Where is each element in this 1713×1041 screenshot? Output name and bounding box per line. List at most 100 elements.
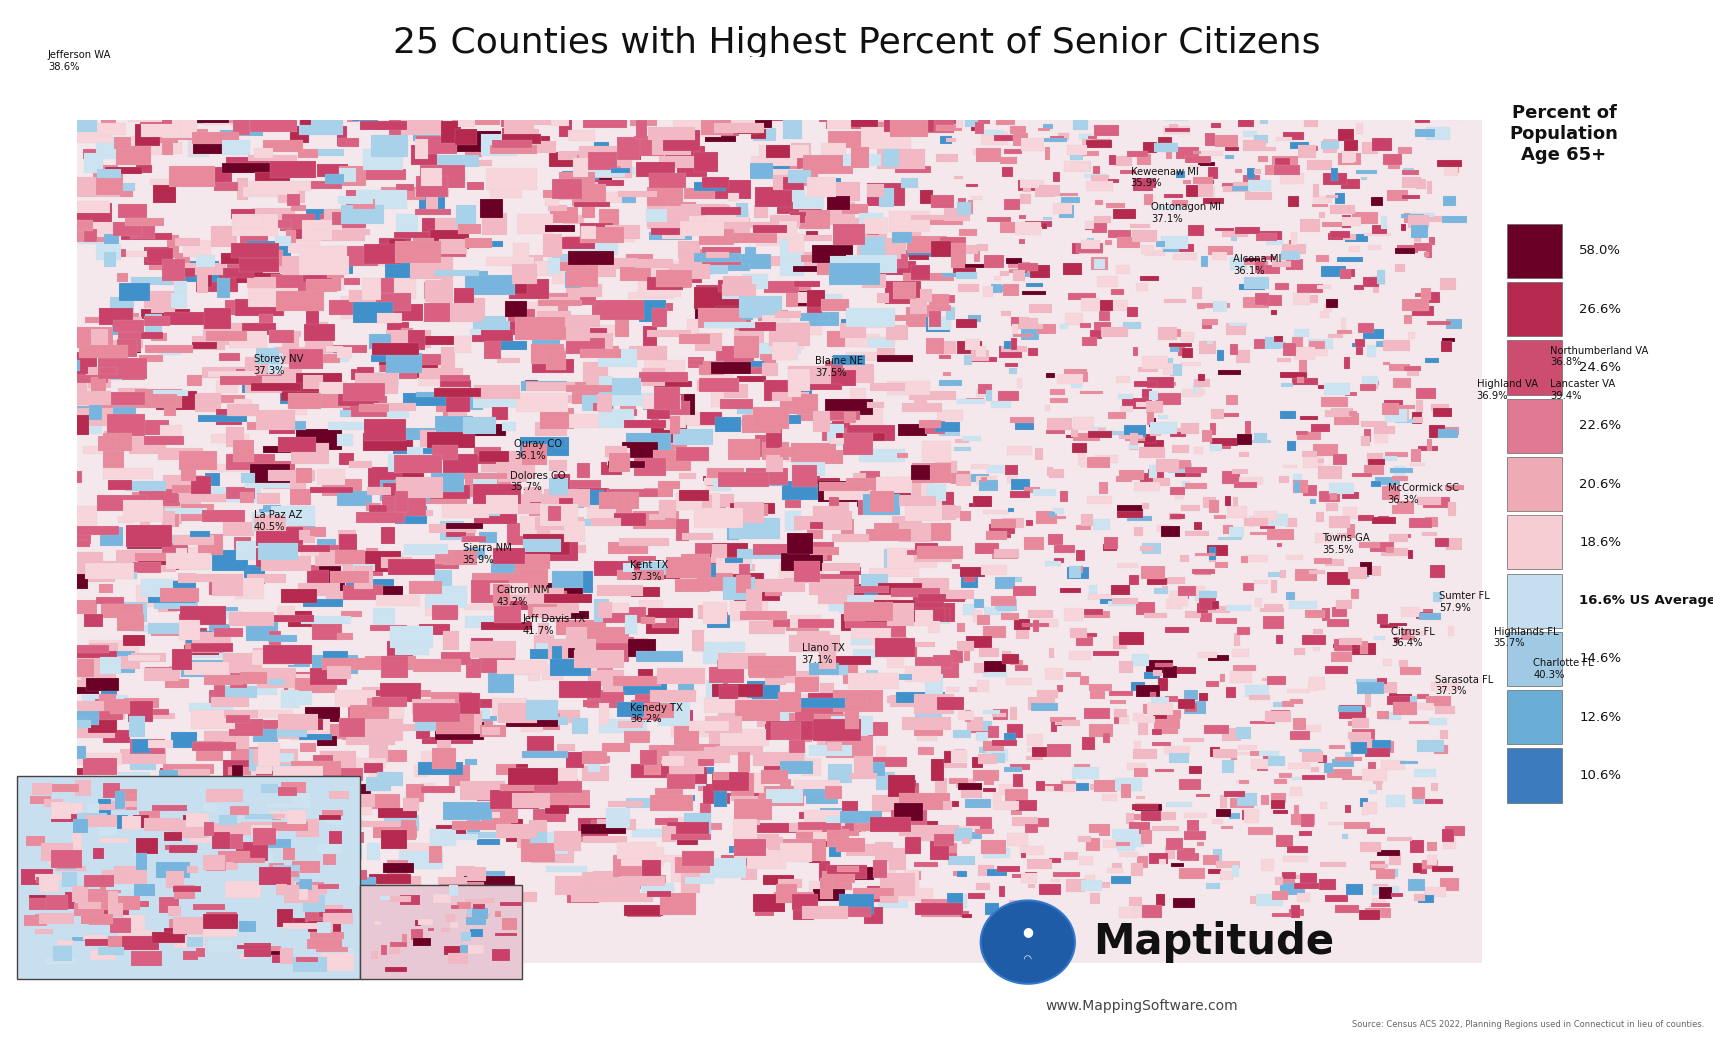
Bar [1062,198,1081,203]
Bar [1372,740,1391,752]
Bar [289,719,329,740]
Bar [1002,652,1011,660]
Bar [622,877,665,886]
Text: Llano TX
37.1%: Llano TX 37.1% [802,643,845,665]
Bar [1009,900,1016,907]
Bar [440,375,469,381]
Bar [103,467,152,479]
Bar [1108,179,1119,183]
Bar [269,536,315,542]
Bar [492,407,507,420]
Bar [946,843,958,853]
Bar [130,792,176,805]
Bar [413,660,461,671]
Bar [1384,345,1393,351]
Bar [827,424,845,447]
Bar [1021,328,1038,339]
Bar [1238,745,1257,751]
Bar [1141,543,1161,554]
Bar [1343,357,1350,370]
Bar [1507,515,1562,569]
Bar [958,711,973,720]
Bar [370,553,403,564]
Bar [1086,838,1100,850]
Bar [1043,137,1067,142]
Bar [1422,288,1432,300]
Bar [1240,780,1249,784]
Bar [1418,703,1434,710]
Bar [1367,829,1384,834]
Bar [754,407,788,429]
Bar [224,881,260,898]
Bar [228,404,259,415]
Bar [1175,459,1191,468]
Bar [1223,186,1250,193]
Bar [75,201,110,212]
Bar [33,695,69,703]
Bar [308,777,348,788]
Bar [714,311,747,325]
Bar [976,614,990,625]
Bar [461,527,475,542]
Bar [272,955,289,963]
Bar [19,880,55,900]
Bar [759,786,805,806]
Bar [480,532,497,543]
Bar [380,895,391,900]
Bar [648,222,695,229]
Bar [269,883,284,899]
Bar [548,506,560,520]
Bar [800,716,834,736]
Bar [230,868,262,882]
Bar [798,822,841,830]
Bar [1062,720,1079,726]
Bar [879,252,908,269]
Bar [759,146,809,167]
Bar [17,512,36,530]
Bar [298,583,339,594]
Bar [272,812,281,819]
Bar [403,459,435,469]
Bar [689,90,725,108]
Bar [642,402,682,410]
Bar [1067,145,1086,155]
Bar [1053,172,1060,181]
Bar [1134,90,1156,100]
Bar [144,315,170,327]
Bar [166,129,207,141]
Bar [478,99,516,115]
Bar [1353,718,1369,728]
Bar [1006,258,1021,263]
Bar [545,225,576,232]
Bar [529,820,546,833]
Bar [370,580,382,600]
Bar [699,229,735,246]
Bar [125,697,159,708]
Bar [603,393,654,406]
Bar [526,380,538,385]
Bar [435,219,475,230]
Bar [231,243,279,257]
Bar [1264,295,1283,306]
Bar [485,625,500,630]
Bar [1158,710,1180,719]
Bar [498,463,526,482]
Bar [716,563,743,570]
Bar [1086,224,1103,230]
Bar [985,904,999,915]
Bar [793,281,819,286]
Bar [113,362,146,380]
Bar [319,815,341,820]
Bar [259,313,272,323]
Bar [682,871,699,893]
Bar [1393,703,1417,715]
Bar [1095,300,1113,310]
Bar [675,572,709,592]
Bar [906,783,920,795]
Text: 22.6%: 22.6% [1579,420,1622,432]
Bar [692,631,704,652]
Bar [1103,733,1110,743]
Bar [327,666,351,679]
Bar [1060,491,1069,502]
Bar [387,406,409,418]
